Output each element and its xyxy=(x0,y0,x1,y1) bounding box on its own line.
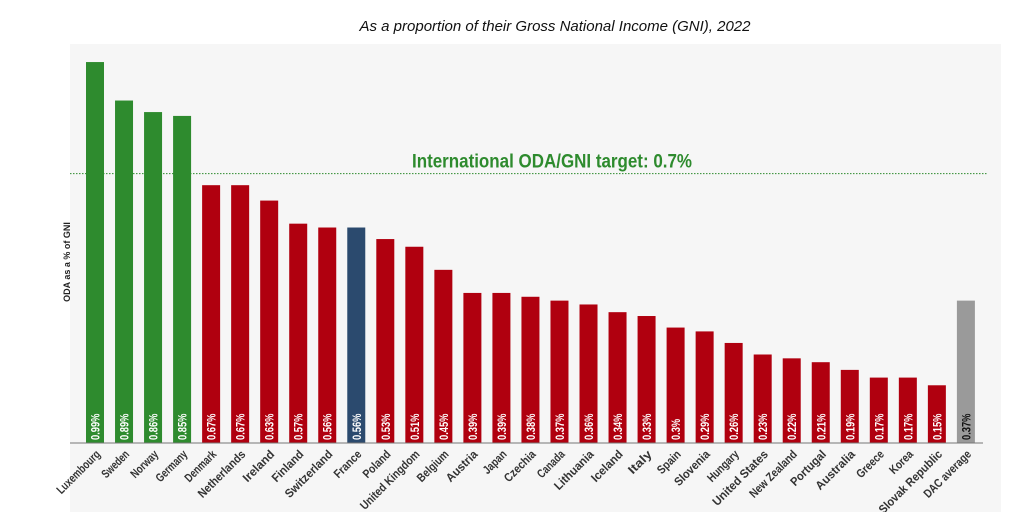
data-label: 0.67% xyxy=(234,413,248,440)
bar-slovenia xyxy=(695,331,714,443)
data-label: 0.39% xyxy=(495,413,509,440)
bar-italy xyxy=(637,316,656,443)
data-label: 0.34% xyxy=(611,413,625,440)
data-label: 0.53% xyxy=(379,413,393,440)
data-label: 0.67% xyxy=(205,413,219,440)
bar-lithuania xyxy=(579,304,598,443)
bar-sweden xyxy=(115,100,134,443)
data-label: 0.56% xyxy=(321,413,335,440)
data-label: 0.63% xyxy=(263,413,277,440)
bar-portugal xyxy=(811,362,830,443)
data-label: 0.17% xyxy=(872,413,886,440)
bar-japan xyxy=(492,292,511,443)
bar-iceland xyxy=(608,312,627,443)
data-label: 0.22% xyxy=(785,413,799,440)
bar-canada xyxy=(550,300,569,443)
bar-austria xyxy=(463,292,482,443)
bar-czechia xyxy=(521,296,540,443)
data-label: 0.86% xyxy=(147,413,161,440)
data-label: 0.85% xyxy=(176,413,190,440)
data-label: 0.23% xyxy=(756,413,770,440)
bar-belgium xyxy=(434,269,453,443)
bar-luxembourg xyxy=(86,62,104,443)
bar-spain xyxy=(666,327,685,443)
bar-korea xyxy=(898,377,917,443)
data-label: 0.15% xyxy=(930,413,944,440)
chart-title: As a proportion of their Gross National … xyxy=(359,18,751,35)
data-label: 0.45% xyxy=(437,413,451,440)
y-axis-label: ODA as a % of GNI xyxy=(62,222,72,302)
bar-norway xyxy=(144,112,163,444)
data-label: 0.57% xyxy=(292,413,306,440)
bar-netherlands xyxy=(231,185,250,443)
bar-hungary xyxy=(724,342,743,443)
data-label: 0.89% xyxy=(118,413,132,440)
data-label: 0.3% xyxy=(669,419,683,440)
bar-australia xyxy=(840,369,859,443)
data-label: 0.37% xyxy=(959,413,973,440)
bar-slovak-republic xyxy=(927,385,946,443)
bar-switzerland xyxy=(318,227,337,443)
bar-united-kingdom xyxy=(405,246,424,443)
bar-united-states xyxy=(753,354,772,443)
data-label: 0.21% xyxy=(814,413,828,440)
data-label: 0.99% xyxy=(89,413,103,440)
bar-germany xyxy=(173,115,192,444)
data-label: 0.33% xyxy=(640,413,654,440)
data-label: 0.29% xyxy=(698,413,712,440)
data-label: 0.39% xyxy=(466,413,480,440)
data-label: 0.26% xyxy=(727,413,741,440)
bar-greece xyxy=(869,377,888,443)
bar-new-zealand xyxy=(782,358,801,443)
data-label: 0.56% xyxy=(350,413,364,440)
bar-denmark xyxy=(202,185,221,443)
data-label: 0.38% xyxy=(524,413,538,440)
bar-finland xyxy=(289,223,308,443)
data-label: 0.19% xyxy=(843,413,857,440)
bar-ireland xyxy=(260,200,279,443)
bar-poland xyxy=(376,239,395,443)
data-label: 0.37% xyxy=(553,413,567,440)
bar-dac-average xyxy=(956,300,975,443)
data-label: 0.17% xyxy=(901,413,915,440)
bar-france xyxy=(347,227,366,443)
target-label: International ODA/GNI target: 0.7% xyxy=(412,152,692,173)
data-label: 0.36% xyxy=(582,413,596,440)
data-label: 0.51% xyxy=(408,413,422,440)
